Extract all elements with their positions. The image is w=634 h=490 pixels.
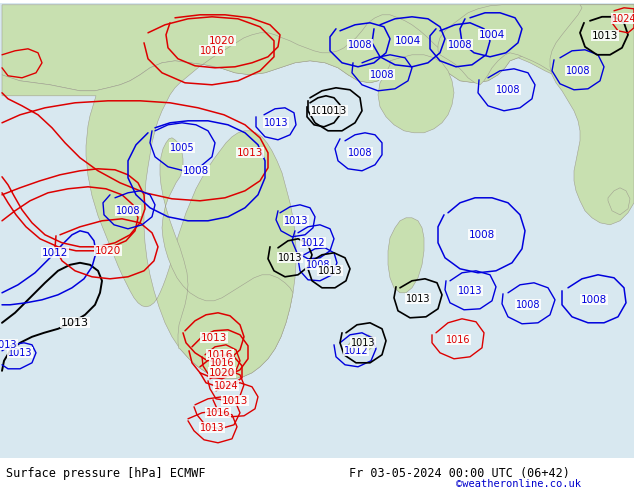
- Polygon shape: [360, 335, 374, 351]
- Text: 1020: 1020: [209, 368, 235, 378]
- Polygon shape: [160, 138, 293, 379]
- Text: 1013: 1013: [278, 253, 302, 263]
- Text: 1013: 1013: [458, 286, 482, 296]
- Polygon shape: [2, 5, 634, 93]
- Text: 1008: 1008: [566, 66, 590, 76]
- Text: 1008: 1008: [448, 40, 472, 50]
- Polygon shape: [378, 55, 454, 133]
- Text: 1013: 1013: [8, 348, 32, 358]
- Text: 1012: 1012: [42, 248, 68, 258]
- Text: 1012: 1012: [301, 238, 325, 248]
- Text: 1016: 1016: [446, 335, 470, 345]
- Text: 1013: 1013: [321, 106, 347, 116]
- Text: 1024: 1024: [612, 14, 634, 24]
- Text: 1008: 1008: [183, 166, 209, 176]
- Text: 1013: 1013: [201, 333, 227, 343]
- Text: 1008: 1008: [469, 230, 495, 240]
- Text: Surface pressure [hPa] ECMWF: Surface pressure [hPa] ECMWF: [6, 467, 206, 480]
- Text: 1008: 1008: [581, 295, 607, 305]
- Text: Fr 03-05-2024 00:00 UTC (06+42): Fr 03-05-2024 00:00 UTC (06+42): [349, 467, 569, 480]
- Text: 1005: 1005: [170, 143, 194, 153]
- Text: 1013: 1013: [311, 106, 335, 116]
- Text: 1024: 1024: [214, 381, 238, 391]
- Text: 1013: 1013: [318, 266, 342, 276]
- Text: 1013: 1013: [222, 396, 248, 406]
- Text: 1008: 1008: [348, 40, 372, 50]
- Text: 1008: 1008: [306, 260, 330, 270]
- Text: 1013: 1013: [284, 216, 308, 226]
- Text: 1016: 1016: [210, 358, 234, 368]
- Text: ©weatheronline.co.uk: ©weatheronline.co.uk: [456, 479, 581, 489]
- Text: 1008: 1008: [370, 70, 394, 80]
- Text: 1004: 1004: [395, 36, 421, 46]
- Text: 1013: 1013: [61, 318, 89, 328]
- Text: 1013: 1013: [351, 338, 375, 348]
- Text: 1008: 1008: [348, 148, 372, 158]
- Text: 1020: 1020: [95, 246, 121, 256]
- Text: 1013: 1013: [264, 118, 288, 128]
- Text: 1013: 1013: [237, 148, 263, 158]
- Polygon shape: [550, 5, 634, 225]
- Text: 1008: 1008: [116, 206, 140, 216]
- Polygon shape: [438, 5, 634, 91]
- Text: 1012: 1012: [344, 346, 368, 356]
- Text: 1016: 1016: [200, 46, 224, 56]
- Text: 1008: 1008: [496, 85, 521, 95]
- Polygon shape: [348, 338, 360, 353]
- Text: 1013: 1013: [0, 340, 17, 350]
- Text: 1020: 1020: [209, 36, 235, 46]
- Polygon shape: [608, 188, 630, 215]
- Text: 1016: 1016: [206, 408, 230, 418]
- Text: 1016: 1016: [207, 350, 233, 360]
- Polygon shape: [2, 15, 530, 379]
- Text: 1013: 1013: [406, 294, 430, 304]
- Text: 1004: 1004: [479, 30, 505, 40]
- Text: 1013: 1013: [200, 423, 224, 433]
- Text: 1008: 1008: [515, 300, 540, 310]
- Text: 1013: 1013: [592, 31, 618, 41]
- Polygon shape: [388, 218, 424, 293]
